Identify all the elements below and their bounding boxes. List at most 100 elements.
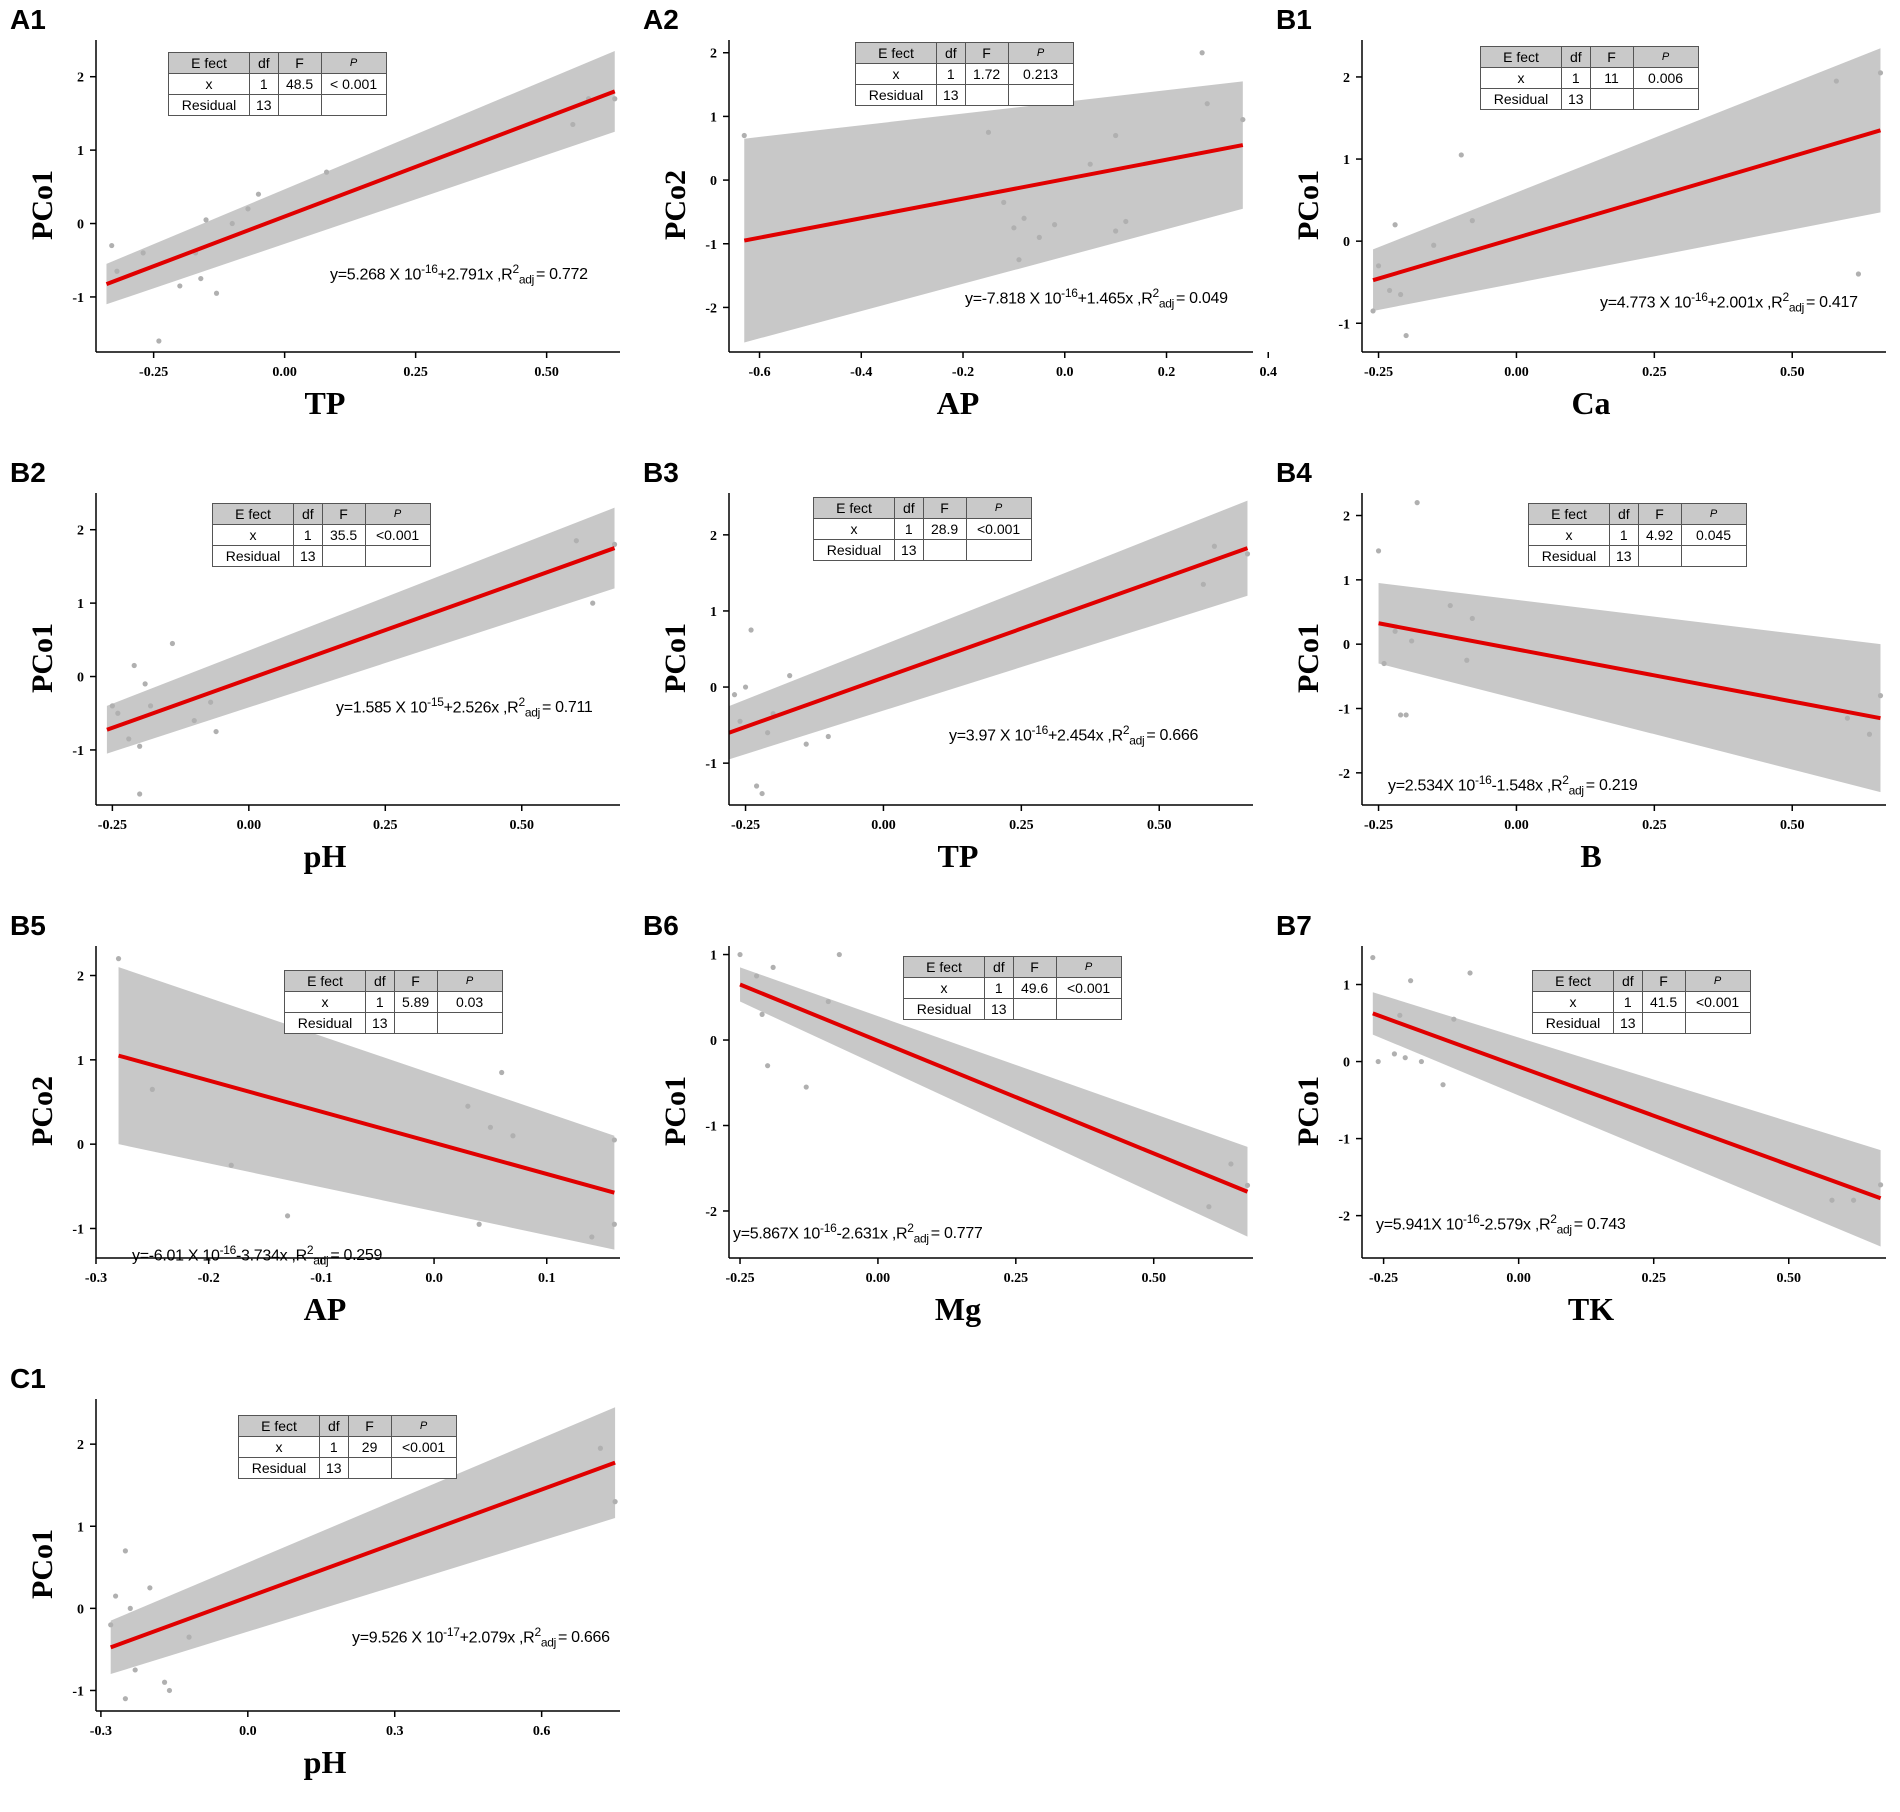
y-tick-label: 0: [1343, 638, 1350, 653]
y-axis-label-text: PCo1: [26, 1529, 59, 1599]
x-tick-label: 0.50: [1777, 1271, 1802, 1286]
anova-cell: 29: [347, 1436, 392, 1458]
x-tick-label: 0.50: [1147, 818, 1172, 833]
data-point: [1833, 78, 1839, 84]
equation-exponent: -16: [421, 262, 438, 276]
x-tick-label: -0.3: [90, 1724, 112, 1739]
anova-header-cell: df: [319, 1415, 349, 1437]
anova-header-row: E fect df F P: [1480, 46, 1699, 68]
equation-value: = 0.666: [1146, 727, 1199, 745]
y-axis-label-text: PCo1: [26, 623, 59, 693]
data-point: [137, 791, 143, 797]
x-tick-label: -0.2: [952, 365, 974, 380]
data-point: [1844, 715, 1850, 721]
panel-label: B4: [1276, 457, 1312, 488]
anova-cell: [1012, 998, 1057, 1020]
anova-cell: [922, 539, 967, 561]
y-tick-label: -1: [72, 1684, 84, 1699]
y-tick-label: 1: [1343, 153, 1350, 168]
anova-cell: [964, 84, 1009, 106]
anova-header-cell: F: [277, 52, 322, 74]
data-point: [284, 1213, 291, 1219]
plot-svg: -0.25 0.00 0.25 0.50 -1 0 1 2: [705, 493, 1253, 833]
data-point: [229, 220, 235, 227]
data-point: [510, 1133, 516, 1139]
data-point: [1386, 287, 1393, 294]
y-tick-label: -2: [705, 1205, 717, 1220]
data-point: [115, 710, 121, 716]
anova-cell: Residual: [813, 539, 895, 561]
equation-rest: +2.001x ,R: [1707, 294, 1783, 312]
panel-label: A1: [10, 4, 46, 35]
data-point: [1451, 1016, 1457, 1022]
x-tick-label: -0.25: [139, 365, 168, 380]
anova-cell: 1: [984, 977, 1014, 999]
y-axis-label: PCo1: [18, 513, 68, 803]
anova-header-cell: df: [1561, 46, 1591, 68]
anova-cell: <0.001: [965, 518, 1032, 540]
data-point: [1228, 1161, 1234, 1167]
anova-cell: Residual: [212, 545, 294, 567]
x-tick-label: 0.00: [866, 1271, 891, 1286]
data-point: [765, 730, 771, 736]
anova-row: Residual 13: [212, 545, 431, 567]
x-tick-label: -0.25: [1364, 818, 1393, 833]
x-axis-label: pH: [303, 1744, 347, 1780]
x-tick-label: 0.25: [373, 818, 398, 833]
x-tick-label: 0.00: [871, 818, 896, 833]
anova-cell: 5.89: [393, 991, 438, 1013]
data-point: [1087, 161, 1093, 167]
y-tick-label: -1: [1338, 1133, 1350, 1148]
anova-cell: x: [1532, 991, 1614, 1013]
y-tick-label: -1: [705, 238, 717, 253]
x-axis-label: Ca: [1571, 385, 1611, 421]
data-point: [112, 1593, 119, 1599]
anova-header-row: E fect df F P: [1532, 970, 1751, 992]
equation-rest: +2.079x ,R: [459, 1629, 535, 1647]
regression-line: [106, 546, 616, 732]
regression-line: [743, 143, 1244, 243]
equation-rest: -3.734x ,R: [236, 1247, 307, 1265]
confidence-band: [106, 507, 615, 754]
equation-prefix: y=-7.818 X 10: [965, 290, 1062, 308]
data-point: [1877, 70, 1884, 76]
data-point: [1370, 954, 1376, 961]
confidence-band: [110, 1407, 616, 1675]
x-tick-label: 0.50: [1141, 1271, 1166, 1286]
panel-label: B1: [1276, 4, 1312, 35]
chart-panel-b5: B5 -0.3 -0.2 -0.1 0.0 0.1 -1 0 1 2 PCo2 AP E fect df F…: [0, 906, 633, 1358]
anova-cell: 48.5: [277, 73, 322, 95]
anova-cell: x: [813, 518, 895, 540]
data-point: [1398, 712, 1404, 718]
y-tick-label: 1: [77, 144, 84, 159]
data-point: [753, 783, 760, 789]
equation-rest: +2.526x ,R: [443, 699, 519, 717]
regression-line: [110, 1460, 616, 1650]
anova-header-cell: E fect: [238, 1415, 320, 1437]
anova-cell: Residual: [284, 1012, 366, 1034]
x-tick-label: -0.25: [98, 818, 127, 833]
x-tick-label: -0.4: [850, 365, 872, 380]
x-tick-label: -0.1: [310, 1271, 332, 1286]
x-tick-label: 0.0: [425, 1271, 443, 1286]
regression-line: [1378, 621, 1881, 721]
anova-cell: 1: [1613, 991, 1643, 1013]
x-tick-label: 0.3: [386, 1724, 404, 1739]
chart-panel-b4: B4 -0.25 0.00 0.25 0.50 -2 -1 0 1 2 PCo1 B E fect df F…: [1266, 453, 1899, 905]
data-point: [1829, 1197, 1835, 1203]
equation-r2-sup: 2: [306, 1243, 314, 1257]
anova-header-cell: E fect: [1480, 46, 1562, 68]
equation-exponent: -16: [1031, 723, 1049, 737]
anova-header-cell: F: [393, 970, 438, 992]
data-point: [770, 964, 776, 970]
data-point: [1011, 225, 1017, 231]
data-point: [1397, 1012, 1403, 1018]
confidence-band: [1373, 48, 1881, 311]
y-tick-label: -2: [1338, 1210, 1350, 1225]
anova-header-cell: E fect: [855, 42, 937, 64]
x-tick-label: 0.2: [1158, 365, 1176, 380]
anova-header-cell: df: [365, 970, 395, 992]
data-point: [191, 717, 197, 724]
anova-cell: 13: [894, 539, 924, 561]
data-point: [228, 1162, 234, 1168]
